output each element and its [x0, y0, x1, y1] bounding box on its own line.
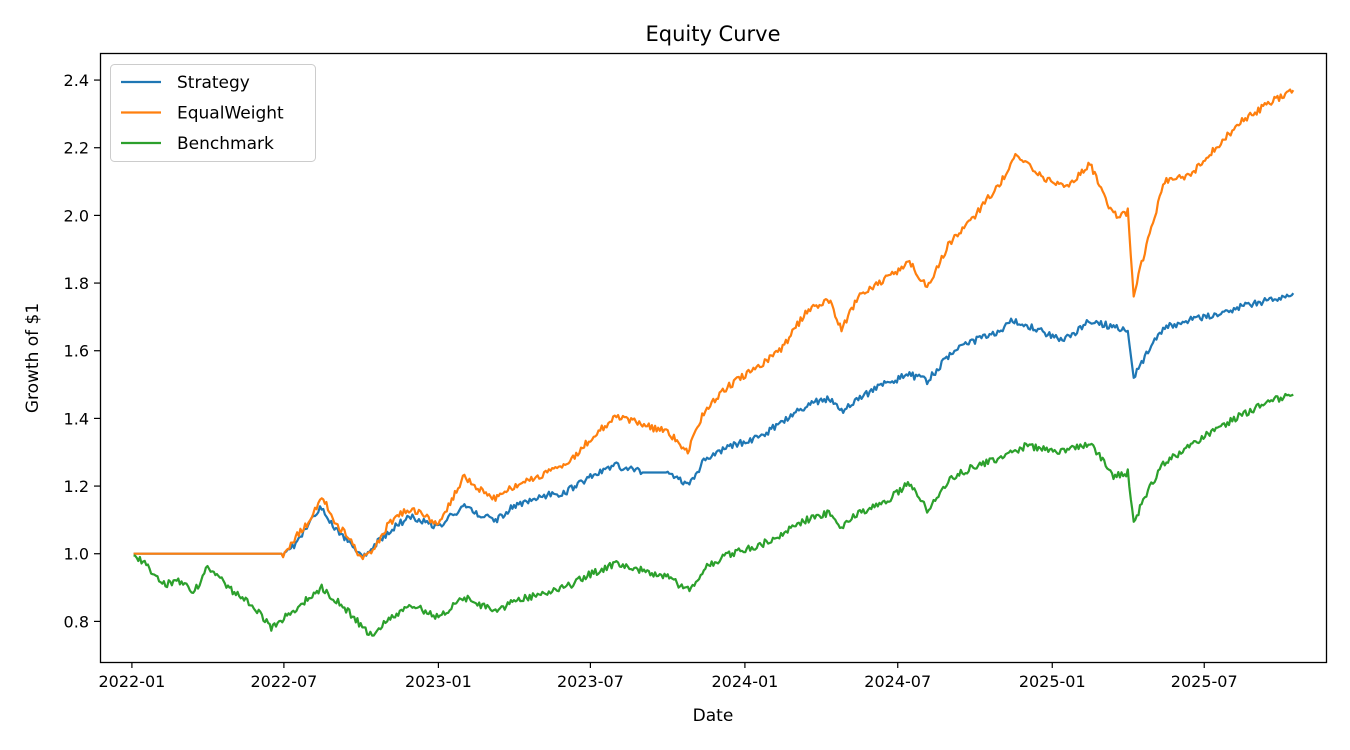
- y-axis-ticks: 0.8 1.0 1.2 1.4 1.6 1.8 2.0 2.2 2.4: [64, 71, 100, 631]
- x-tick-label: 2024-01: [711, 672, 778, 691]
- x-tick-label: 2023-07: [557, 672, 624, 691]
- legend-label-strategy: Strategy: [177, 73, 250, 93]
- y-tick-label: 2.2: [64, 139, 89, 158]
- y-tick-label: 1.2: [64, 477, 89, 496]
- legend-box: [110, 64, 316, 162]
- series-layer: [133, 88, 1295, 637]
- legend-label-benchmark: Benchmark: [177, 134, 274, 154]
- x-tick-label: 2024-07: [864, 672, 931, 691]
- y-tick-label: 1.6: [64, 342, 89, 361]
- series-line-strategy: [133, 292, 1295, 559]
- plot-frame: [99, 52, 1328, 664]
- x-tick-label: 2025-07: [1171, 672, 1238, 691]
- y-tick-label: 1.0: [64, 545, 89, 564]
- y-tick-label: 2.0: [64, 206, 89, 225]
- chart-title: Equity Curve: [645, 22, 780, 46]
- x-tick-label: 2022-01: [98, 672, 165, 691]
- legend: Strategy EqualWeight Benchmark: [110, 64, 316, 162]
- y-tick-label: 0.8: [64, 612, 89, 631]
- x-axis-label: Date: [693, 706, 734, 726]
- series-line-equalweight: [133, 88, 1295, 561]
- y-tick-label: 2.4: [64, 71, 89, 90]
- y-tick-label: 1.4: [64, 409, 89, 428]
- x-axis-ticks: 2022-01 2022-07 2023-01 2023-07 2024-01 2024-…: [98, 662, 1238, 691]
- x-tick-label: 2025-01: [1019, 672, 1086, 691]
- y-tick-label: 1.8: [64, 274, 89, 293]
- x-tick-label: 2022-07: [250, 672, 317, 691]
- x-tick-label: 2023-01: [405, 672, 472, 691]
- legend-label-equalweight: EqualWeight: [177, 104, 284, 124]
- series-line-benchmark: [133, 392, 1294, 637]
- y-axis-label: Growth of $1: [23, 303, 43, 413]
